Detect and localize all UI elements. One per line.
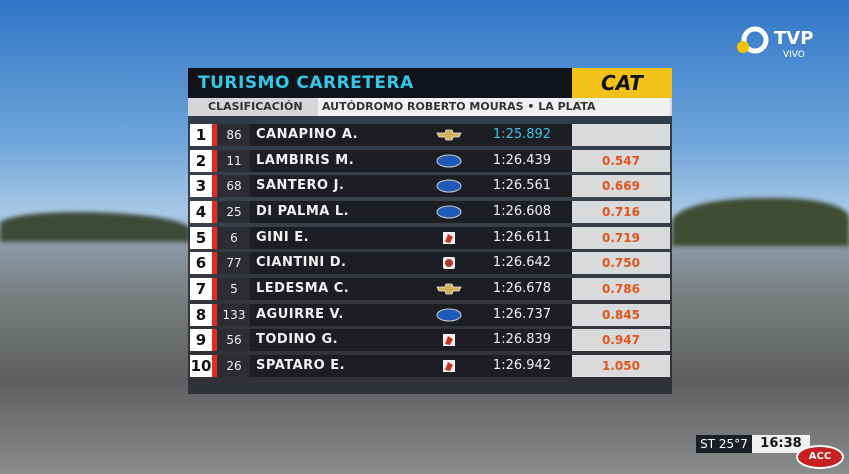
- gap: 0.716: [572, 201, 670, 223]
- lap-time: 1:26.642: [472, 252, 572, 275]
- car-number: 133: [218, 303, 250, 326]
- position-stripe: [212, 124, 217, 146]
- venue: AUTÓDROMO ROBERTO MOURAS • LA PLATA: [318, 98, 670, 116]
- acc-logo: ACC: [796, 445, 844, 469]
- brand-logo: [436, 283, 462, 295]
- lap-time: 1:26.839: [472, 329, 572, 352]
- driver-name: AGUIRRE V.: [250, 303, 472, 326]
- car-number: 6: [218, 226, 250, 249]
- lap-time: 1:26.678: [472, 278, 572, 301]
- gap: 0.547: [572, 149, 670, 172]
- sponsor: CAT: [572, 68, 672, 99]
- driver-name: SPATARO E.: [250, 355, 472, 378]
- car-number: 56: [218, 329, 250, 352]
- gap: 0.947: [572, 329, 670, 352]
- brand-logo: [436, 308, 462, 322]
- brand-logo: [443, 360, 455, 373]
- position-stripe: [212, 278, 217, 301]
- session: CLASIFICACIÓN: [208, 100, 303, 113]
- driver-name: SANTERO J.: [250, 175, 472, 198]
- broadcaster-name: TVP: [774, 28, 814, 49]
- tvp-logo: [737, 26, 769, 54]
- brand-logo: [443, 334, 455, 347]
- gap: 0.669: [572, 175, 670, 198]
- car-number: 5: [218, 278, 250, 301]
- car-number: 68: [218, 175, 250, 198]
- lap-time: 1:26.611: [472, 226, 572, 249]
- brand-logo: [443, 231, 455, 244]
- result-row: 3 68 SANTERO J. 1:26.561 0.669: [188, 175, 672, 198]
- brand-logo: [436, 154, 462, 168]
- result-row: 10 26 SPATARO E. 1:26.942 1.050: [188, 355, 672, 378]
- header-bar: [188, 68, 572, 99]
- gap: 0.786: [572, 278, 670, 301]
- position-stripe: [212, 355, 217, 378]
- position: 8: [190, 303, 212, 326]
- result-row: 2 11 LAMBIRIS M. 1:26.439 0.547: [188, 149, 672, 172]
- driver-name: TODINO G.: [250, 329, 472, 352]
- position: 5: [190, 226, 212, 249]
- result-row: 4 25 DI PALMA L. 1:26.608 0.716: [188, 201, 672, 223]
- driver-name: LAMBIRIS M.: [250, 149, 472, 172]
- driver-name: CIANTINI D.: [250, 252, 472, 275]
- result-row: 6 77 CIANTINI D. 1:26.642 0.750: [188, 252, 672, 275]
- gap: 0.845: [572, 303, 670, 326]
- brand-logo: [436, 205, 462, 219]
- position: 4: [190, 201, 212, 223]
- temperature: ST 25°7: [696, 435, 752, 453]
- result-row: 1 86 CANAPINO A. 1:25.892: [188, 124, 672, 146]
- position-stripe: [212, 303, 217, 326]
- position-stripe: [212, 252, 217, 275]
- position: 1: [190, 124, 212, 146]
- result-row: 5 6 GINI E. 1:26.611 0.719: [188, 226, 672, 249]
- lap-time: 1:26.942: [472, 355, 572, 378]
- brand-logo: [443, 257, 455, 270]
- background-trees: [672, 198, 849, 246]
- lap-time: 1:26.608: [472, 201, 572, 223]
- lap-time: 1:26.737: [472, 303, 572, 326]
- position: 9: [190, 329, 212, 352]
- result-row: 8 133 AGUIRRE V. 1:26.737 0.845: [188, 303, 672, 326]
- lap-time: 1:26.439: [472, 149, 572, 172]
- car-number: 11: [218, 149, 250, 172]
- car-number: 25: [218, 201, 250, 223]
- position-stripe: [212, 329, 217, 352]
- clock: 16:38: [752, 435, 810, 453]
- car-number: 77: [218, 252, 250, 275]
- position: 7: [190, 278, 212, 301]
- background-trees: [0, 212, 190, 242]
- brand-logo: [436, 129, 462, 141]
- position-stripe: [212, 226, 217, 249]
- driver-name: CANAPINO A.: [250, 124, 472, 146]
- driver-name: DI PALMA L.: [250, 201, 472, 223]
- position: 2: [190, 149, 212, 172]
- title: TURISMO CARRETERA: [198, 73, 414, 93]
- position-stripe: [212, 175, 217, 198]
- position: 6: [190, 252, 212, 275]
- result-row: 9 56 TODINO G. 1:26.839 0.947: [188, 329, 672, 352]
- brand-logo: [436, 179, 462, 193]
- gap: 1.050: [572, 355, 670, 378]
- car-number: 26: [218, 355, 250, 378]
- lap-time: 1:26.561: [472, 175, 572, 198]
- position: 10: [190, 355, 212, 378]
- position: 3: [190, 175, 212, 198]
- lap-time: 1:25.892: [472, 124, 572, 146]
- driver-name: GINI E.: [250, 226, 472, 249]
- position-stripe: [212, 201, 217, 223]
- gap: 0.719: [572, 226, 670, 249]
- live-label: VIVO: [783, 50, 805, 60]
- driver-name: LEDESMA C.: [250, 278, 472, 301]
- car-number: 86: [218, 124, 250, 146]
- gap-cell: [572, 124, 670, 146]
- result-row: 7 5 LEDESMA C. 1:26.678 0.786: [188, 278, 672, 301]
- gap: 0.750: [572, 252, 670, 275]
- position-stripe: [212, 149, 217, 172]
